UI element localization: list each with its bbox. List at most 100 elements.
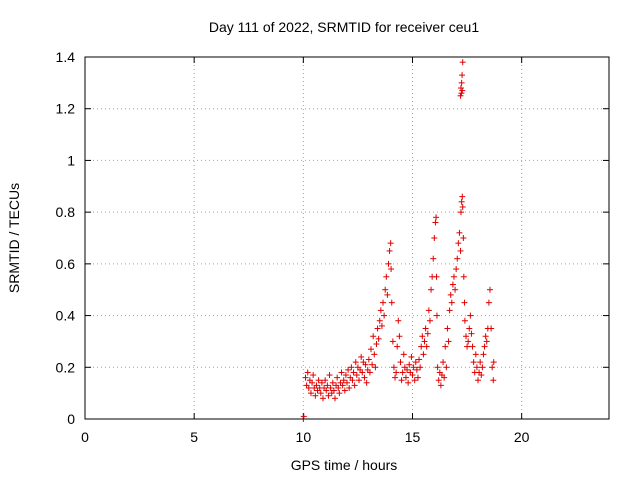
data-point <box>319 395 326 402</box>
data-point <box>414 374 421 381</box>
data-point <box>340 377 347 384</box>
data-point <box>400 351 407 358</box>
data-point <box>428 286 435 293</box>
data-point <box>412 359 419 366</box>
data-point <box>388 266 395 273</box>
data-point <box>416 356 423 363</box>
data-point <box>325 392 332 399</box>
data-point <box>490 377 497 384</box>
data-point <box>389 338 396 345</box>
data-point <box>380 299 387 306</box>
data-point <box>409 372 416 379</box>
data-point <box>356 377 363 384</box>
data-point <box>349 377 356 384</box>
data-point <box>361 374 368 381</box>
data-point <box>459 193 466 200</box>
data-point <box>446 307 453 314</box>
data-point <box>384 291 391 298</box>
data-point <box>381 312 388 319</box>
data-point <box>394 343 401 350</box>
data-point <box>457 92 464 99</box>
data-point <box>485 299 492 306</box>
data-point <box>338 369 345 376</box>
data-point <box>385 260 392 267</box>
data-point <box>310 372 317 379</box>
data-point <box>480 351 487 358</box>
data-point <box>330 387 337 394</box>
data-point <box>465 338 472 345</box>
data-point <box>454 255 461 262</box>
data-point <box>375 335 382 342</box>
data-point <box>458 198 465 205</box>
data-point <box>368 346 375 353</box>
y-tick-label: 0 <box>67 411 75 427</box>
y-tick-label: 1.4 <box>56 49 76 65</box>
data-point <box>478 372 485 379</box>
data-point <box>323 387 330 394</box>
data-point <box>426 317 433 324</box>
data-point <box>353 372 360 379</box>
data-point <box>440 359 447 366</box>
data-point <box>351 382 358 389</box>
data-point <box>468 330 475 337</box>
data-point <box>458 90 465 97</box>
data-point <box>464 343 471 350</box>
data-point <box>371 351 378 358</box>
data-point <box>397 359 404 366</box>
y-tick-label: 0.4 <box>56 308 76 324</box>
y-tick-label: 0.6 <box>56 256 76 272</box>
data-point <box>329 379 336 386</box>
x-tick-label: 10 <box>296 429 312 445</box>
data-point <box>404 366 411 373</box>
data-point <box>453 266 460 273</box>
data-point <box>390 364 397 371</box>
x-tick-labels: 0 5 10 15 20 <box>81 429 530 445</box>
data-point <box>300 413 307 420</box>
x-tick-label: 5 <box>190 429 198 445</box>
data-point <box>342 372 349 379</box>
data-point <box>346 384 353 391</box>
data-point <box>432 219 439 226</box>
data-point <box>417 364 424 371</box>
data-point <box>396 333 403 340</box>
data-point <box>348 364 355 371</box>
data-point <box>447 291 454 298</box>
data-point <box>437 382 444 389</box>
y-tick-label: 0.8 <box>56 204 76 220</box>
data-point <box>382 286 389 293</box>
data-point <box>322 377 329 384</box>
data-point <box>423 343 430 350</box>
data-point <box>370 333 377 340</box>
data-point <box>366 369 373 376</box>
data-point <box>341 387 348 394</box>
data-point <box>362 361 369 368</box>
data-point <box>475 377 481 384</box>
x-tick-label: 15 <box>405 429 421 445</box>
data-point <box>457 209 464 216</box>
data-point <box>411 377 418 384</box>
y-tick-label: 1.2 <box>56 101 76 117</box>
data-points <box>300 59 497 422</box>
data-point <box>433 312 440 319</box>
data-point <box>309 379 316 386</box>
data-point <box>470 359 477 366</box>
data-point <box>410 364 417 371</box>
x-axis-label: GPS time / hours <box>291 457 398 473</box>
data-point <box>327 384 334 391</box>
data-point <box>467 312 474 319</box>
data-point <box>377 307 384 314</box>
data-point <box>324 382 331 389</box>
data-point <box>458 79 465 86</box>
data-point <box>312 392 319 399</box>
data-point <box>459 59 466 66</box>
y-axis-label: SRMTID / TECUs <box>6 183 22 293</box>
data-point <box>352 359 359 366</box>
data-point <box>450 273 457 280</box>
data-point <box>424 330 431 337</box>
data-point <box>483 338 490 345</box>
data-point <box>460 235 467 241</box>
data-point <box>459 72 466 79</box>
axis-ticks <box>84 56 609 420</box>
data-point <box>459 87 466 94</box>
data-point <box>460 273 467 280</box>
